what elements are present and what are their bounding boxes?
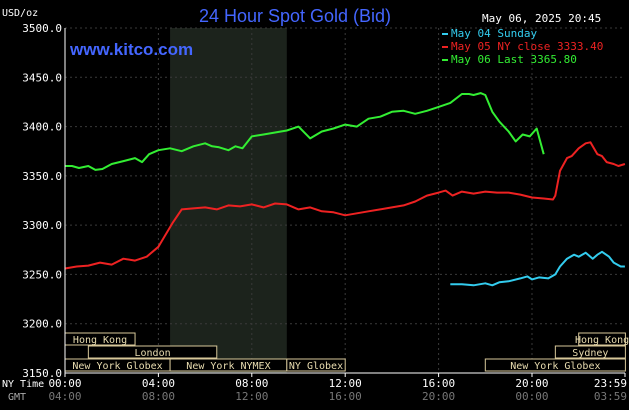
x-tick-label-gmt: 00:00 — [515, 390, 548, 403]
series-line — [450, 250, 625, 287]
session-bars: Hong Kong Hong Kong London Sydney New York G… — [64, 332, 629, 372]
x-tick-label-ny: 00:00 — [48, 377, 81, 390]
plot-area — [65, 28, 625, 373]
series-line — [64, 141, 626, 270]
session-label: New York Globex — [72, 361, 162, 372]
y-tick-label: 3400.0 — [22, 121, 62, 134]
session-bar — [554, 345, 626, 359]
session-label: Sydney — [572, 348, 608, 359]
x-tick-label-gmt: 20:00 — [422, 390, 455, 403]
y-unit-label: USD/oz — [2, 8, 38, 19]
y-tick-label: 3350.0 — [22, 170, 62, 183]
y-tick-labels: 3500.0 3450.0 3400.0 3350.0 3300.0 3250.0 3200… — [22, 22, 62, 380]
x-tick-label-gmt: 12:00 — [235, 390, 268, 403]
series-lines — [64, 92, 626, 287]
y-tick-label: 3250.0 — [22, 268, 62, 281]
session-bar — [286, 358, 346, 372]
session-label: Hong Kong — [575, 335, 629, 346]
x-tick-label-ny: 20:00 — [515, 377, 548, 390]
series-line — [65, 92, 545, 171]
session-bar — [578, 332, 626, 346]
x-tick-label-gmt: 08:00 — [142, 390, 175, 403]
chart-title: 24 Hour Spot Gold (Bid) — [199, 6, 391, 26]
legend-entry: May 06 Last 3365.80 — [451, 53, 577, 66]
legend-entry: May 04 Sunday — [451, 27, 537, 40]
session-label: New York NYMEX — [186, 361, 270, 372]
session-label: New York Globex — [510, 361, 600, 372]
site-link[interactable]: www.kitco.com — [69, 40, 193, 59]
timestamp: May 06, 2025 20:45 — [482, 12, 601, 25]
x-tick-label-gmt: 03:59 — [594, 390, 627, 403]
legend-entry: May 05 NY close 3333.40 — [451, 40, 603, 53]
y-tick-label: 3450.0 — [22, 71, 62, 84]
y-tick-label: 3300.0 — [22, 219, 62, 232]
x-tick-label-ny: 23:59 — [594, 377, 627, 390]
session-label: London — [134, 348, 170, 359]
x-tick-label-gmt: 16:00 — [329, 390, 362, 403]
session-bar — [484, 358, 626, 372]
y-tick-label: 3200.0 — [22, 318, 62, 331]
x-tick-label-gmt: 04:00 — [48, 390, 81, 403]
y-tick-label: 3150.0 — [22, 367, 62, 380]
x-tick-label-ny: 12:00 — [329, 377, 362, 390]
session-label: Hong Kong — [73, 335, 127, 346]
x-tick-label-ny: 16:00 — [422, 377, 455, 390]
x-tick-label-ny: 08:00 — [235, 377, 268, 390]
session-label: NY Globex — [289, 361, 343, 372]
y-tick-label: 3500.0 — [22, 22, 62, 35]
gmt-label: GMT — [8, 392, 26, 403]
x-tick-label-ny: 04:00 — [142, 377, 175, 390]
ny-time-label: NY Time — [2, 379, 44, 390]
nymex-session-shade — [170, 28, 287, 373]
x-tick-labels: 00:0004:0004:0008:0008:0012:0012:0016:00… — [48, 373, 627, 403]
session-bar — [87, 345, 218, 359]
